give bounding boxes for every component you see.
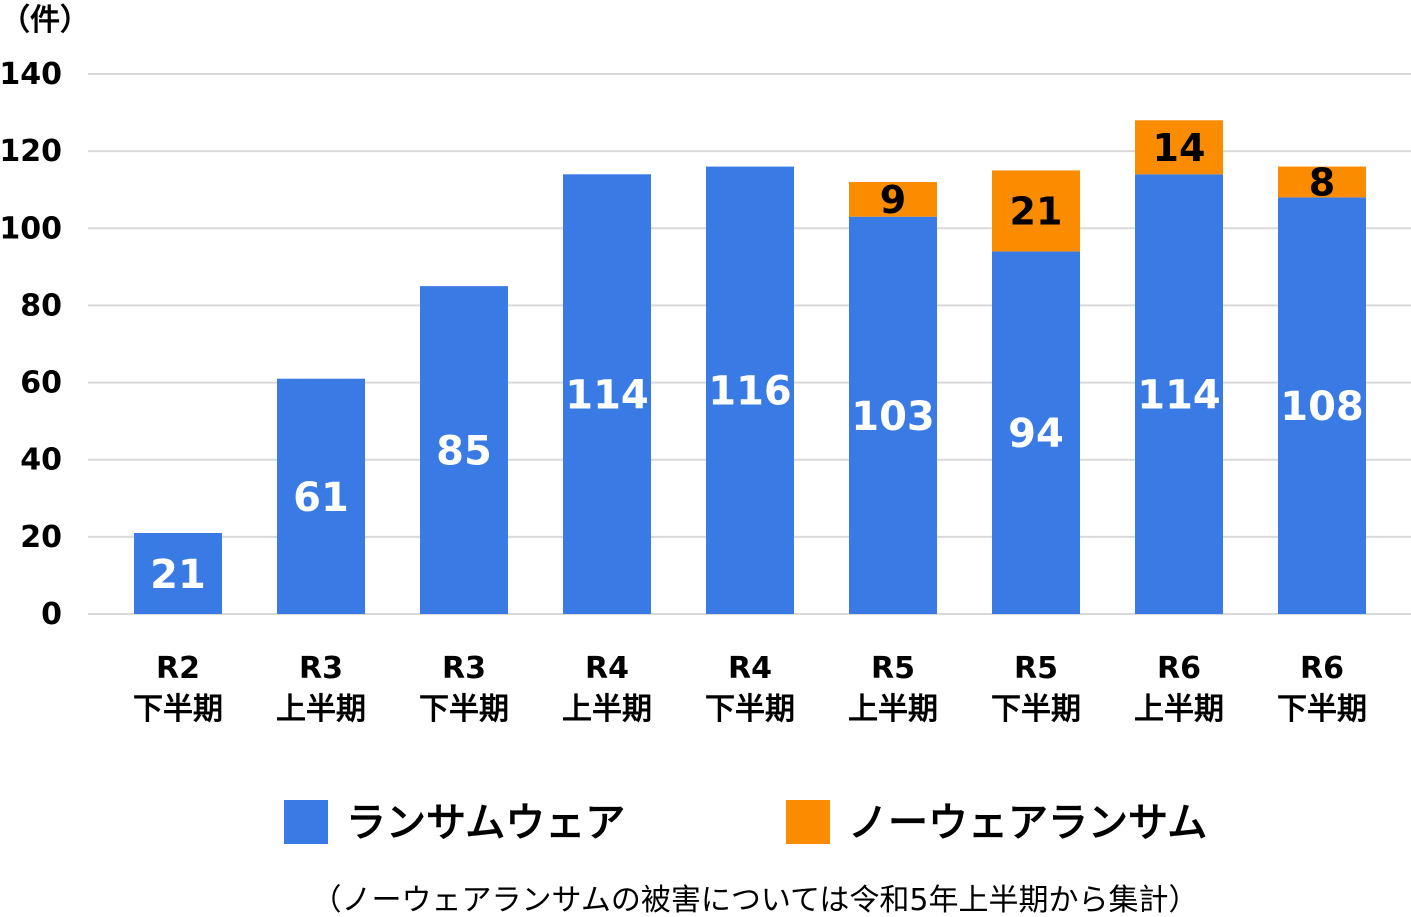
y-tick-label: 100	[0, 211, 62, 246]
x-tick-label: R2	[156, 651, 200, 686]
x-tick-label: R5	[1014, 651, 1058, 686]
data-label: 85	[436, 428, 492, 474]
bar-segment-ransomware	[1135, 174, 1223, 615]
legend: ランサムウェア ノーウェアランサム	[284, 800, 1207, 846]
x-tick-label: 下半期	[705, 692, 795, 727]
bar-segment-noware	[1135, 120, 1223, 175]
bar-segment-ransomware	[277, 378, 365, 614]
y-tick-label: 20	[20, 520, 62, 555]
legend-swatch-noware	[786, 800, 830, 844]
bar-segment-noware	[849, 182, 937, 217]
bar-segment-ransomware	[420, 286, 508, 614]
x-tick-label: R3	[299, 651, 343, 686]
footnote: （ノーウェアランサムの被害については令和5年上半期から集計）	[312, 883, 1199, 917]
y-tick-label: 60	[20, 366, 62, 401]
x-tick-label: 上半期	[1134, 692, 1224, 727]
bar-segment-ransomware	[1278, 197, 1366, 614]
data-label: 116	[708, 369, 792, 415]
x-tick-label: R3	[442, 651, 486, 686]
data-label: 14	[1153, 126, 1206, 170]
y-tick-label: 40	[20, 443, 62, 478]
data-label: 8	[1309, 161, 1335, 205]
x-tick-label: 上半期	[562, 692, 652, 727]
x-tick-label: 下半期	[133, 692, 223, 727]
bar-segment-ransomware	[134, 533, 222, 614]
data-label: 94	[1008, 411, 1064, 457]
bar-segment-noware	[1278, 166, 1366, 198]
data-label: 103	[851, 394, 935, 440]
x-axis-labels: R2 下半期 R3 上半期 R3 下半期 R4 上半期 R4 下半期 R5 上半期 R5 下半期 R6 上半期…	[133, 651, 1367, 727]
x-tick-label: R4	[728, 651, 772, 686]
legend-label-noware: ノーウェアランサム	[848, 800, 1207, 846]
x-tick-label: 下半期	[419, 692, 509, 727]
bar-segment-noware	[992, 170, 1080, 252]
y-tick-label: 80	[20, 288, 62, 323]
data-label: 114	[565, 373, 649, 419]
bar-segment-ransomware	[563, 174, 651, 615]
y-tick-label: 140	[0, 57, 62, 92]
legend-swatch-ransomware	[284, 800, 328, 844]
data-label: 21	[150, 552, 206, 598]
x-tick-label: R6	[1300, 651, 1344, 686]
data-label: 108	[1280, 384, 1364, 430]
bar-segment-ransomware	[849, 216, 937, 614]
y-tick-label: 0	[41, 597, 62, 632]
x-tick-label: R6	[1157, 651, 1201, 686]
data-label: 9	[880, 178, 906, 222]
x-tick-label: 上半期	[848, 692, 938, 727]
bars: 21 61 85 114 116 103 9 94 21 114 14 108 8	[134, 120, 1366, 615]
y-axis-unit-label: （件）	[0, 3, 90, 38]
bar-segment-ransomware	[706, 166, 794, 615]
data-label: 61	[293, 475, 349, 521]
y-tick-label: 120	[0, 134, 62, 169]
x-tick-label: 上半期	[276, 692, 366, 727]
x-tick-label: 下半期	[991, 692, 1081, 727]
data-label: 21	[1010, 190, 1063, 234]
bar-segment-ransomware	[992, 251, 1080, 614]
data-label: 114	[1137, 373, 1221, 419]
x-tick-label: R5	[871, 651, 915, 686]
y-axis-ticks: 0 20 40 60 80 100 120 140	[0, 57, 62, 632]
x-tick-label: 下半期	[1277, 692, 1367, 727]
x-tick-label: R4	[585, 651, 629, 686]
legend-label-ransomware: ランサムウェア	[346, 800, 625, 846]
